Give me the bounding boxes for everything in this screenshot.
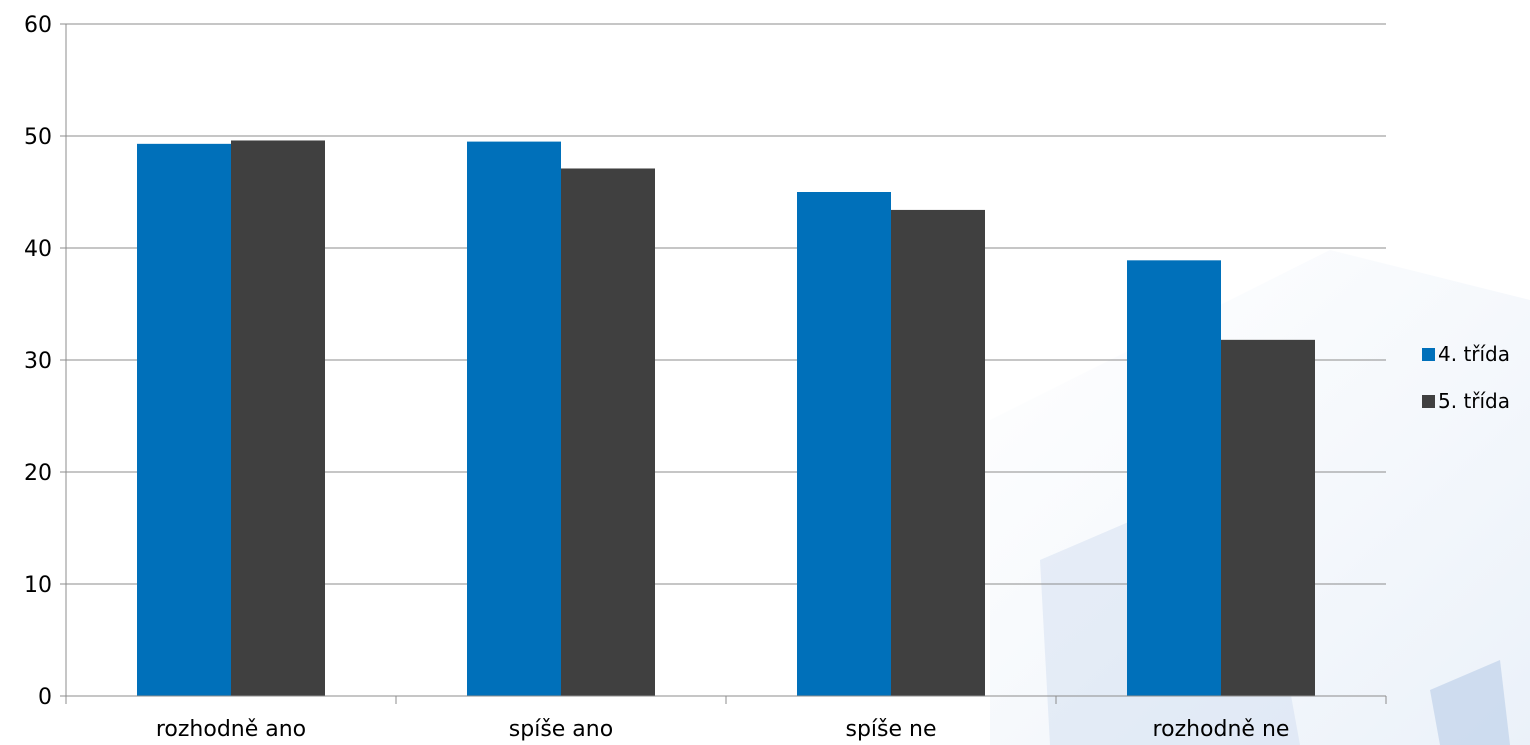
legend-swatch-5-trida: [1422, 394, 1435, 408]
axes: 0 10 20 30 40 50 60 rozhodně ano spíše ano spíše …: [24, 13, 1387, 742]
bar-4-trida: [797, 192, 891, 696]
y-tick-label: 40: [24, 237, 52, 262]
legend-item-5-trida: 5. třída: [1422, 389, 1510, 413]
y-tick-label: 20: [24, 461, 52, 486]
bar-5-trida: [891, 209, 985, 697]
bar-5-trida: [231, 140, 325, 697]
x-tick-label: spíše ne: [845, 717, 936, 742]
legend-label-5-trida: 5. třída: [1438, 389, 1511, 413]
bar-5-trida: [561, 168, 655, 697]
legend-swatch-4-trida: [1422, 347, 1435, 361]
x-tick-label: spíše ano: [509, 717, 613, 742]
y-tick-label: 50: [24, 125, 52, 150]
bar-5-trida: [1221, 339, 1315, 696]
y-tick-label: 0: [38, 685, 52, 710]
y-tick-label: 30: [24, 349, 52, 374]
x-tick-label: rozhodně ne: [1153, 717, 1290, 742]
bar-4-trida: [137, 143, 231, 697]
y-tick-label: 60: [24, 13, 52, 38]
legend-item-4-trida: 4. třída: [1422, 342, 1510, 366]
y-tick-label: 10: [24, 573, 52, 598]
legend-label-4-trida: 4. třída: [1438, 342, 1511, 366]
bars: [137, 140, 1315, 697]
bar-4-trida: [467, 141, 561, 697]
x-tick-label: rozhodně ano: [156, 717, 306, 742]
bar-4-trida: [1127, 260, 1221, 696]
